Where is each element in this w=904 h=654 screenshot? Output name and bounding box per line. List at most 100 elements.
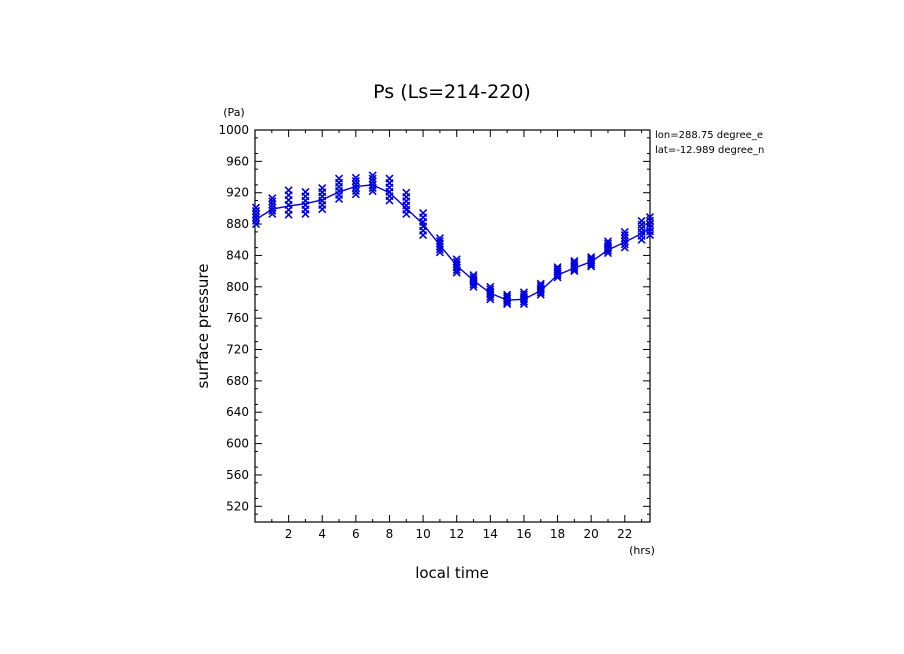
series-line-mean (255, 184, 651, 301)
marker-stroke (284, 186, 293, 195)
marker-stroke (620, 230, 629, 240)
data-point-marker (251, 213, 261, 222)
marker-stroke (603, 237, 613, 246)
marker-stroke (301, 187, 310, 197)
marker-stroke (268, 209, 277, 218)
y-tick-label: 560 (226, 468, 249, 482)
lat-annotation: lat=-12.989 degree_n (655, 145, 764, 156)
data-point-marker (251, 203, 261, 212)
x-tick-label: 10 (415, 527, 430, 541)
data-point-marker (268, 200, 277, 209)
data-point-marker (268, 209, 277, 218)
marker-stroke (637, 216, 646, 226)
data-point-marker (251, 206, 261, 215)
plot-area: 520 560 600 640 680 720 760 800 840 880 920 960 1000… (218, 123, 655, 541)
x-tick-label: 14 (483, 527, 498, 541)
data-point-marker (419, 209, 428, 218)
marker-stroke (536, 281, 545, 290)
y-tick-label: 800 (226, 280, 249, 294)
data-point-marker (351, 183, 360, 192)
marker-stroke (251, 213, 261, 222)
marker-stroke (351, 186, 360, 196)
data-point-marker (251, 210, 261, 219)
data-point-marker (368, 174, 377, 183)
data-point-marker (469, 270, 478, 280)
data-point-marker (284, 186, 293, 195)
data-point-marker (570, 258, 579, 268)
y-tick-label: 520 (226, 499, 249, 513)
marker-stroke (251, 220, 261, 229)
data-point-marker (519, 288, 529, 297)
data-point-marker (351, 186, 360, 196)
y-axis-title: surface pressure (194, 264, 212, 389)
data-point-marker (503, 290, 512, 299)
data-point-marker (620, 230, 629, 240)
x-tick-label: 18 (550, 527, 565, 541)
y-tick-label: 1000 (218, 123, 249, 137)
data-point-marker (368, 171, 377, 180)
data-point-marker (402, 188, 411, 197)
marker-stroke (351, 177, 360, 186)
y-tick-label: 920 (226, 186, 249, 200)
data-point-marker (620, 243, 629, 252)
marker-stroke (351, 183, 360, 192)
marker-stroke (570, 258, 579, 268)
marker-stroke (620, 243, 629, 252)
data-point-marker (570, 256, 579, 265)
data-point-marker (620, 227, 629, 236)
data-point-marker (536, 279, 545, 288)
y-tick-label: 640 (226, 405, 249, 419)
y-unit-label: (Pa) (223, 106, 244, 119)
marker-stroke (519, 290, 529, 299)
data-point-marker (603, 237, 613, 246)
marker-stroke (385, 174, 394, 183)
data-point-marker (351, 173, 360, 182)
y-tick-label: 720 (226, 343, 249, 357)
x-tick-label: 20 (584, 527, 599, 541)
marker-stroke (318, 183, 327, 193)
marker-stroke (469, 270, 478, 280)
data-marks (251, 171, 655, 309)
data-point-marker (435, 234, 444, 243)
y-tick-label: 760 (226, 311, 249, 325)
marker-stroke (553, 263, 562, 272)
y-tick-label: 960 (226, 154, 249, 168)
marker-stroke (503, 290, 512, 299)
marker-stroke (368, 177, 377, 186)
y-tick-label: 880 (226, 217, 249, 231)
data-point-marker (587, 254, 596, 263)
marker-stroke (452, 257, 461, 267)
x-axis: 2 4 6 8 10 12 14 16 18 20 22 (271, 130, 643, 541)
data-point-marker (351, 177, 360, 186)
marker-stroke (368, 174, 377, 183)
y-tick-label: 840 (226, 248, 249, 262)
plot-frame (254, 129, 651, 523)
marker-stroke (368, 171, 377, 180)
x-tick-label: 16 (516, 527, 531, 541)
marker-stroke (268, 194, 277, 203)
y-axis: 520 560 600 640 680 720 760 800 840 880 920 960 1000 (218, 123, 650, 515)
data-point-marker (318, 183, 327, 193)
chart-title: Ps (Ls=214-220) (373, 81, 531, 103)
marker-stroke (419, 209, 428, 218)
data-point-marker (486, 282, 495, 291)
marker-stroke (251, 206, 261, 215)
data-point-marker (603, 239, 613, 248)
data-point-marker (637, 216, 646, 226)
x-tick-label: 2 (285, 527, 293, 541)
marker-stroke (435, 234, 444, 243)
data-point-marker (268, 194, 277, 203)
marker-stroke (469, 273, 478, 282)
data-point-marker (452, 257, 461, 267)
x-tick-label: 6 (352, 527, 360, 541)
data-point-marker (645, 212, 655, 222)
marker-stroke (351, 173, 360, 182)
y-tick-label: 680 (226, 374, 249, 388)
x-axis-title: local time (415, 564, 489, 582)
marker-stroke (553, 265, 562, 274)
marker-stroke (570, 256, 579, 265)
data-point-marker (301, 187, 310, 197)
marker-stroke (536, 279, 545, 288)
marker-stroke (402, 188, 411, 197)
